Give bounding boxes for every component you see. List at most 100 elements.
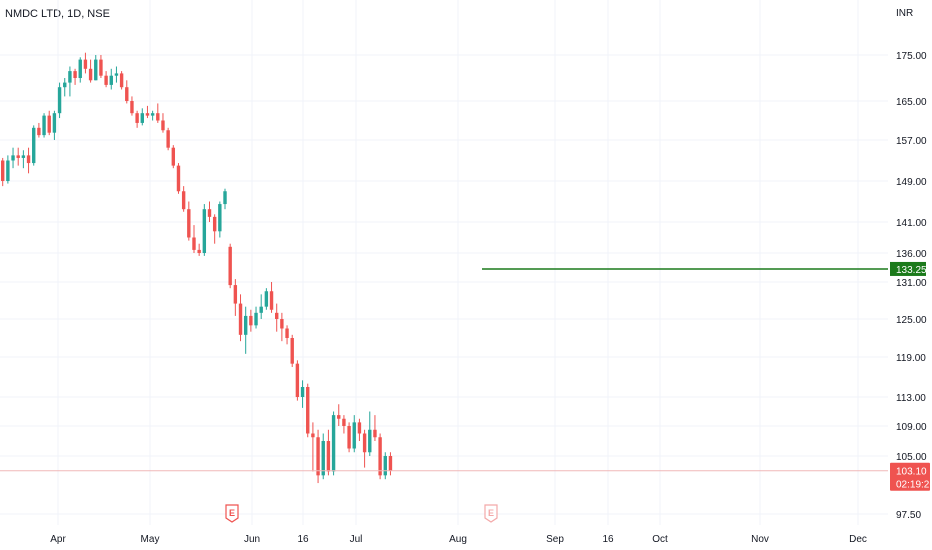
candle-body (373, 429, 377, 438)
candle-body (99, 59, 103, 76)
x-tick-label: Dec (849, 534, 867, 545)
current-price-label: 103.10 (896, 467, 927, 478)
candle-body (68, 71, 72, 83)
y-tick-label: 97.50 (896, 510, 921, 521)
candle (176, 163, 181, 194)
candle (104, 71, 108, 88)
candle (32, 125, 36, 166)
grid (0, 0, 888, 525)
candle (140, 108, 144, 126)
candle-body (275, 312, 279, 319)
candle-body (357, 422, 362, 434)
earnings-marker[interactable]: E (225, 504, 239, 523)
candle-body (176, 165, 181, 192)
y-tick-label: 136.00 (896, 249, 927, 260)
candle (362, 429, 367, 468)
candle (99, 55, 103, 78)
candle (264, 288, 269, 310)
x-tick-label: 16 (297, 534, 309, 545)
candle (73, 68, 77, 85)
candle (300, 380, 305, 408)
candle-body (202, 209, 207, 253)
candle (83, 52, 88, 74)
candle-body (1, 160, 5, 181)
candle-body (269, 291, 274, 310)
candle-body (306, 387, 310, 434)
y-tick-label: 105.00 (896, 452, 927, 463)
candle (192, 225, 196, 253)
earnings-marker-label: E (229, 508, 235, 518)
candle-body (73, 71, 77, 78)
candle (249, 309, 253, 332)
candle-body (187, 209, 191, 238)
candle-body (238, 303, 243, 335)
candle-body (114, 73, 119, 76)
y-unit-label: INR (896, 8, 913, 19)
candle (21, 150, 26, 169)
earnings-marker[interactable]: E (484, 504, 498, 523)
candle (1, 157, 5, 187)
candle (161, 113, 165, 133)
candle-body (140, 113, 144, 123)
candle-body (78, 59, 82, 78)
candle (52, 110, 57, 140)
bar-countdown-label: 02:19:26 (896, 480, 932, 491)
time-scale[interactable] (0, 525, 888, 550)
candle (150, 110, 155, 121)
candle (259, 294, 263, 319)
candle (218, 201, 222, 238)
candle (352, 415, 356, 453)
candle-body (181, 191, 186, 210)
candle (37, 122, 41, 138)
candle (197, 243, 201, 256)
candle-body (6, 160, 10, 181)
y-tick-label: 131.00 (896, 278, 927, 289)
candle-body (362, 433, 367, 453)
candle-body (47, 115, 51, 133)
candle-body (156, 113, 160, 121)
candle (68, 66, 72, 97)
candle (321, 433, 325, 480)
y-tick-label: 165.00 (896, 97, 927, 108)
candle-body (207, 209, 212, 217)
candle-body (161, 120, 165, 131)
candle-body (130, 101, 134, 114)
candle (342, 415, 346, 434)
candle (280, 312, 284, 342)
candle-body (290, 338, 294, 364)
candle (16, 147, 20, 166)
chart-title: NMDC LTD, 1D, NSE (5, 8, 110, 20)
candle-body (347, 426, 351, 449)
price-badges: 133.25 103.10 02:19:26 (890, 261, 932, 491)
candle-body (88, 68, 93, 81)
candle (109, 68, 113, 90)
candle (135, 110, 139, 128)
candle-body (249, 315, 253, 326)
candles (1, 52, 393, 484)
candle-body (388, 456, 393, 471)
candle-body (342, 418, 346, 426)
candle-body (171, 147, 176, 166)
candle-body (197, 249, 201, 253)
candle-body (311, 433, 315, 438)
x-tick-label: Aug (449, 534, 467, 545)
candle-body (135, 113, 139, 123)
candle (202, 204, 207, 256)
candle-body (321, 441, 325, 476)
candle (311, 422, 315, 472)
candle-body (145, 113, 150, 116)
candle-body (228, 246, 232, 286)
candle-body (26, 155, 31, 164)
y-tick-label: 109.00 (896, 422, 927, 433)
y-tick-label: 125.00 (896, 315, 927, 326)
candle (233, 279, 238, 316)
candle-body (125, 87, 129, 101)
y-tick-label: 175.00 (896, 51, 927, 62)
candle (285, 325, 289, 345)
candle-body (326, 441, 331, 472)
earnings-flag-icon (225, 504, 239, 523)
candle-body (57, 87, 62, 114)
candle-body (32, 127, 36, 164)
candle-body (42, 115, 46, 136)
